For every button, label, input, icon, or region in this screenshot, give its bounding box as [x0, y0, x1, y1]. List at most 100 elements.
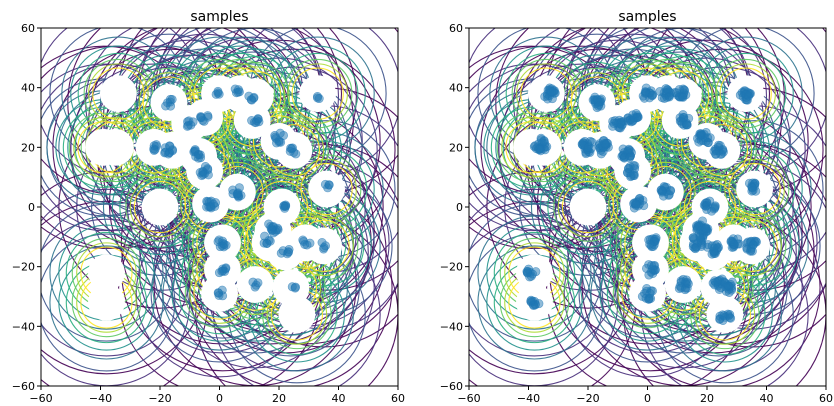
contour-ring — [719, 67, 772, 120]
left-points-layer — [149, 84, 334, 301]
x-tick-label: 20 — [700, 392, 714, 405]
sample-point — [659, 191, 669, 201]
sample-point — [539, 136, 549, 146]
sample-point — [266, 224, 276, 234]
y-tick-label: 0 — [28, 201, 35, 214]
left-x-axis: −60 −40 −20 0 20 40 60 — [29, 386, 405, 405]
y-tick-label: −20 — [12, 261, 35, 274]
sample-point — [659, 93, 669, 103]
sample-point — [705, 196, 715, 206]
sample-point — [672, 88, 682, 98]
x-tick-label: −60 — [29, 392, 52, 405]
sample-point — [733, 239, 743, 249]
sample-point — [279, 201, 289, 211]
sample-point — [715, 141, 725, 151]
sample-point — [628, 110, 638, 120]
sample-point — [208, 199, 218, 209]
sample-point — [285, 146, 295, 156]
contour-ring — [469, 233, 604, 372]
sample-point — [629, 169, 639, 179]
y-tick-label: −60 — [12, 380, 35, 393]
sample-point — [163, 98, 173, 108]
sample-point — [744, 91, 754, 101]
sample-point — [278, 246, 288, 256]
right-x-axis: −60 −40 −20 0 20 40 60 — [457, 386, 833, 405]
contour-ring — [704, 52, 787, 135]
contour-core — [99, 75, 137, 113]
sample-point — [609, 118, 619, 128]
contour-ring — [291, 67, 344, 120]
sample-point — [678, 92, 688, 102]
sample-point — [319, 243, 329, 253]
contour-ring — [174, 221, 271, 318]
sample-point — [682, 120, 692, 130]
sample-point — [196, 113, 206, 123]
contour-ring — [516, 63, 577, 124]
sample-point — [198, 170, 208, 180]
sample-point — [721, 282, 731, 292]
contour-ring — [92, 67, 145, 120]
contour-ring — [477, 245, 592, 360]
y-tick-label: −60 — [440, 380, 463, 393]
sample-point — [219, 239, 229, 249]
sample-point — [695, 233, 705, 243]
sample-point — [702, 205, 712, 215]
right-y-axis: −60 −40 −20 0 20 40 60 — [440, 22, 469, 393]
contour-ring — [477, 215, 592, 330]
y-tick-label: −40 — [12, 320, 35, 333]
y-tick-label: −20 — [440, 261, 463, 274]
sample-point — [233, 189, 243, 199]
y-tick-label: 40 — [449, 82, 463, 95]
sample-point — [583, 142, 593, 152]
sample-point — [214, 89, 224, 99]
sample-point — [678, 110, 688, 120]
contour-ring — [49, 245, 164, 360]
contour-ring — [282, 58, 353, 129]
sample-point — [160, 148, 170, 158]
left-subplot: samples −60 −40 −20 0 20 40 60 −60 −40 −20 0 20 40 6… — [12, 9, 405, 405]
sample-point — [596, 149, 606, 159]
x-tick-label: −40 — [517, 392, 540, 405]
x-tick-label: 40 — [760, 392, 774, 405]
sample-point — [725, 313, 735, 323]
sample-point — [218, 266, 228, 276]
right-points-layer — [522, 83, 761, 325]
contour-ring — [291, 154, 362, 224]
x-tick-label: −20 — [148, 392, 171, 405]
sample-point — [259, 238, 269, 248]
right-chart-title: samples — [618, 9, 676, 25]
right-subplot: samples −60 −40 −20 0 20 40 60 −60 −40 −20 0 20 40 6… — [440, 9, 833, 405]
sample-point — [747, 246, 757, 256]
sample-point — [676, 283, 686, 293]
sample-point — [275, 128, 285, 138]
contour-ring — [287, 63, 348, 124]
x-tick-label: −40 — [89, 392, 112, 405]
sample-point — [625, 153, 635, 163]
contour-core — [569, 188, 607, 226]
left-chart-title: samples — [190, 9, 248, 25]
sample-point — [298, 235, 308, 245]
contour-ring — [724, 158, 785, 220]
sample-point — [214, 288, 224, 298]
contour-ring — [88, 63, 149, 124]
contour-ring — [602, 221, 699, 318]
sample-point — [600, 138, 610, 148]
contour-ring — [719, 154, 790, 224]
sample-point — [701, 224, 711, 234]
y-tick-label: 60 — [21, 22, 35, 35]
y-tick-label: 40 — [21, 82, 35, 95]
sample-point — [272, 138, 282, 148]
contour-core — [85, 128, 122, 166]
sample-point — [313, 93, 323, 103]
sample-point — [149, 141, 159, 151]
x-tick-label: 20 — [272, 392, 286, 405]
x-tick-label: −60 — [457, 392, 480, 405]
sample-point — [710, 202, 720, 212]
sample-point — [191, 152, 201, 162]
sample-point — [647, 260, 657, 270]
contour-core — [141, 188, 179, 226]
x-tick-label: 0 — [216, 392, 223, 405]
sample-point — [253, 278, 263, 288]
contour-ring — [715, 63, 776, 124]
